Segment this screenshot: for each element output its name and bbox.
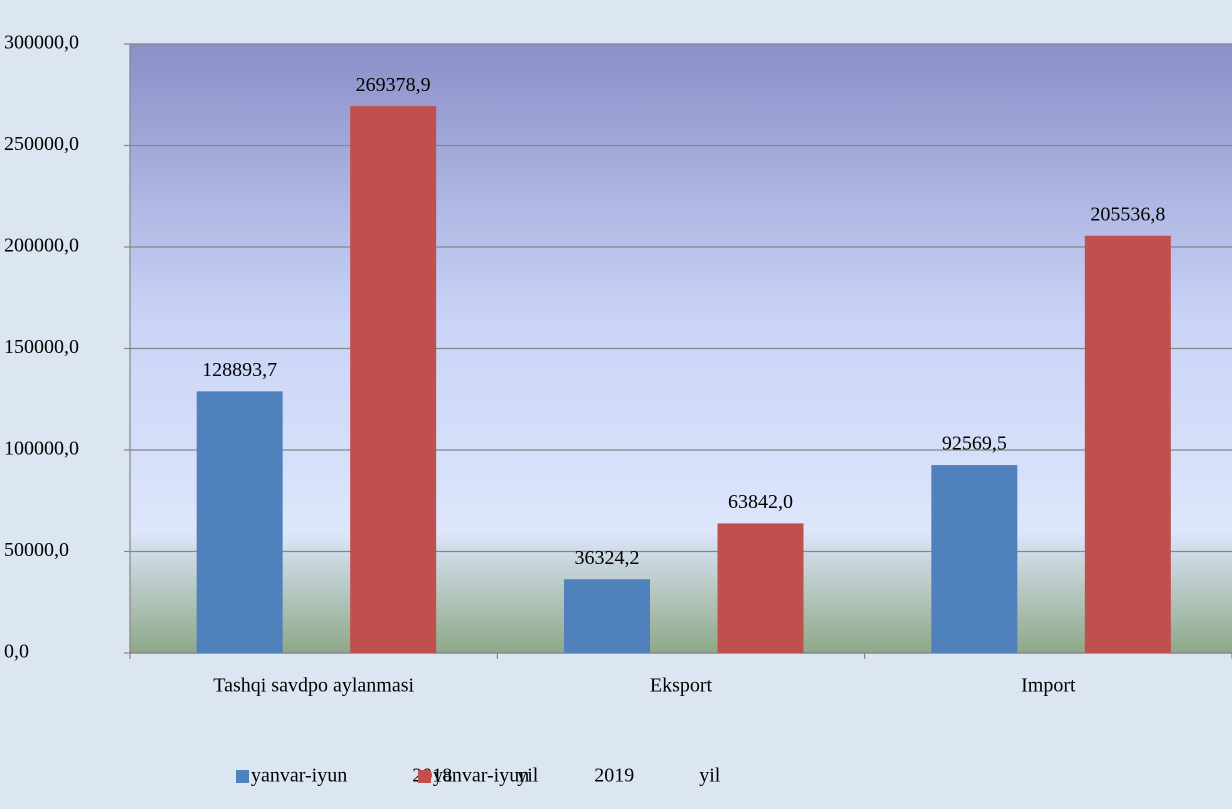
value-label: 269378,9 [356,74,431,96]
y-tick-label: 100000,0 [4,438,79,460]
bar [1084,235,1171,653]
legend-label: yanvar-iyun 2018 yil [251,765,539,787]
y-tick-label: 0,0 [4,641,29,663]
x-tick-label: Import [1021,675,1076,697]
bar [350,106,437,654]
value-label: 92569,5 [942,433,1007,455]
y-tick-label: 200000,0 [4,235,79,257]
value-label: 36324,2 [575,547,640,569]
x-tick-label: Tashqi savdpo aylanmasi [213,675,414,697]
legend-label: yanvar-iyun 2019 yil [433,765,721,787]
y-tick-label: 300000,0 [4,32,79,54]
y-tick-label: 50000,0 [4,539,69,561]
legend-swatch [236,770,249,783]
value-label: 205536,8 [1090,203,1165,225]
bar [931,465,1018,653]
value-label: 63842,0 [728,491,793,513]
x-tick-label: Eksport [650,675,713,697]
bar [717,523,804,653]
y-tick-label: 250000,0 [4,133,79,155]
bar [564,579,650,653]
legend-swatch [418,770,431,783]
value-label: 128893,7 [202,359,277,381]
y-tick-label: 150000,0 [4,336,79,358]
bar [196,391,283,653]
